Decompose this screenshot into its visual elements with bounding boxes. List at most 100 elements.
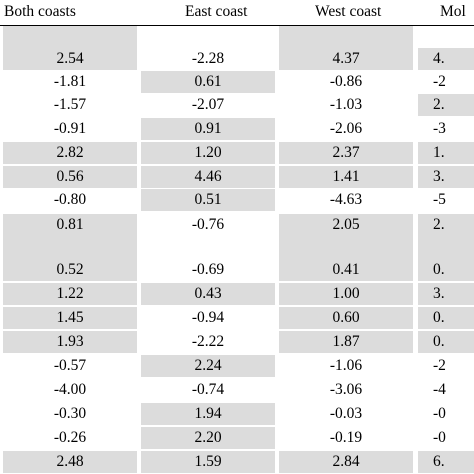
table-cell: -0.91 — [3, 118, 137, 140]
table-cell: -2.07 — [141, 94, 275, 116]
cell-value: -4 — [433, 381, 446, 398]
table-cell: 3. — [418, 283, 474, 305]
table-cell: -0.94 — [141, 307, 275, 329]
cell-value: 2.24 — [194, 357, 222, 374]
cell-value: 0.60 — [332, 309, 360, 326]
table-cell: -3 — [418, 118, 474, 140]
cell-value: -0.30 — [53, 405, 87, 422]
table-cell: 3. — [418, 166, 474, 188]
column-header-west-coast: West coast — [315, 3, 382, 20]
table-cell: 0.52 — [3, 259, 137, 281]
cell-value: -3.06 — [329, 381, 363, 398]
cell-value: 2.54 — [56, 50, 84, 67]
table-cell: 0.51 — [141, 189, 275, 211]
table-cell: 1.59 — [141, 451, 275, 473]
table-cell: 2.82 — [3, 142, 137, 164]
cell-value: 3. — [433, 168, 445, 185]
cell-value: 0.61 — [194, 73, 222, 90]
table-cell: 2.84 — [279, 451, 413, 473]
shaded-band — [3, 26, 137, 48]
table-cell: 1.41 — [279, 166, 413, 188]
table-cell: 2.37 — [279, 142, 413, 164]
table-cell: 0.91 — [141, 118, 275, 140]
cell-value: 4.37 — [332, 50, 360, 67]
cell-value: -0.91 — [53, 120, 87, 137]
cell-value: 1.87 — [332, 333, 360, 350]
cell-value: -0.94 — [191, 309, 225, 326]
cell-value: 0. — [433, 309, 445, 326]
table-cell: 2. — [418, 94, 474, 116]
cell-value: 2.05 — [332, 216, 360, 233]
cell-value: -0.26 — [53, 429, 87, 446]
table-cell: -2.22 — [141, 331, 275, 353]
cell-value: 0.91 — [194, 120, 222, 137]
table-cell: 0. — [418, 331, 474, 353]
column-header-mol: Mol — [440, 3, 466, 20]
table-cell: 1.45 — [3, 307, 137, 329]
table-cell: -3.06 — [279, 379, 413, 401]
cell-value: 1.41 — [332, 168, 360, 185]
cell-value: 2.84 — [332, 453, 360, 470]
cell-value: -0.19 — [329, 429, 363, 446]
table-cell: -0.76 — [141, 214, 275, 236]
cell-value: 0.41 — [332, 261, 360, 278]
table-cell: -2 — [418, 71, 474, 93]
cell-value: 0.51 — [194, 191, 222, 208]
table-cell: -0 — [418, 403, 474, 425]
cell-value: 1.94 — [194, 405, 222, 422]
table-cell: 2.54 — [3, 48, 137, 70]
table-cell: 0.41 — [279, 259, 413, 281]
table-cell: 1.87 — [279, 331, 413, 353]
cell-value: 1.93 — [56, 333, 84, 350]
table-cell: -0.26 — [3, 427, 137, 449]
cell-value: -1.81 — [53, 73, 87, 90]
cell-value: -2.06 — [329, 120, 363, 137]
cell-value: -4.00 — [53, 381, 87, 398]
table-cell: 0. — [418, 259, 474, 281]
table-cell: -0.30 — [3, 403, 137, 425]
table-cell: -4.00 — [3, 379, 137, 401]
cell-value: 2.48 — [56, 453, 84, 470]
cell-value: 0. — [433, 333, 445, 350]
cell-value: 1.59 — [194, 453, 222, 470]
table-cell: -4.63 — [279, 189, 413, 211]
cell-value: 2.20 — [194, 429, 222, 446]
cell-value: -2.28 — [191, 50, 225, 67]
table-cell: -0.19 — [279, 427, 413, 449]
table-cell: -2 — [418, 355, 474, 377]
table-cell: 1.22 — [3, 283, 137, 305]
cell-value: -0.86 — [329, 73, 363, 90]
table-cell: 2. — [418, 214, 474, 236]
table-cell: 0.60 — [279, 307, 413, 329]
table-cell: -0.03 — [279, 403, 413, 425]
table-cell: 4. — [418, 48, 474, 70]
cell-value: 0. — [433, 261, 445, 278]
table-cell: -0.86 — [279, 71, 413, 93]
column-header-both-coasts: Both coasts — [4, 3, 76, 20]
cell-value: -0.74 — [191, 381, 225, 398]
shaded-band — [279, 26, 413, 48]
table-cell: -1.03 — [279, 94, 413, 116]
cell-value: 0.43 — [194, 285, 222, 302]
cell-value: 6. — [433, 453, 445, 470]
table-cell: -2.28 — [141, 48, 275, 70]
cell-value: -2 — [433, 357, 446, 374]
column-header-east-coast: East coast — [185, 3, 248, 20]
cell-value: 1.22 — [56, 285, 84, 302]
cell-value: -4.63 — [329, 191, 363, 208]
cell-value: -1.03 — [329, 96, 363, 113]
table-cell: -1.81 — [3, 71, 137, 93]
cell-value: -2.07 — [191, 96, 225, 113]
table-cell: -0.57 — [3, 355, 137, 377]
table-cell: 2.20 — [141, 427, 275, 449]
table-cell: 1. — [418, 142, 474, 164]
shaded-band — [279, 236, 413, 259]
cell-value: 2. — [433, 96, 445, 113]
table-cell: 6. — [418, 451, 474, 473]
cell-value: 1.00 — [332, 285, 360, 302]
table-cell: 0.81 — [3, 214, 137, 236]
cell-value: 1.20 — [194, 144, 222, 161]
table-cell: 1.00 — [279, 283, 413, 305]
table-cell: 1.93 — [3, 331, 137, 353]
table-cell: 4.46 — [141, 166, 275, 188]
